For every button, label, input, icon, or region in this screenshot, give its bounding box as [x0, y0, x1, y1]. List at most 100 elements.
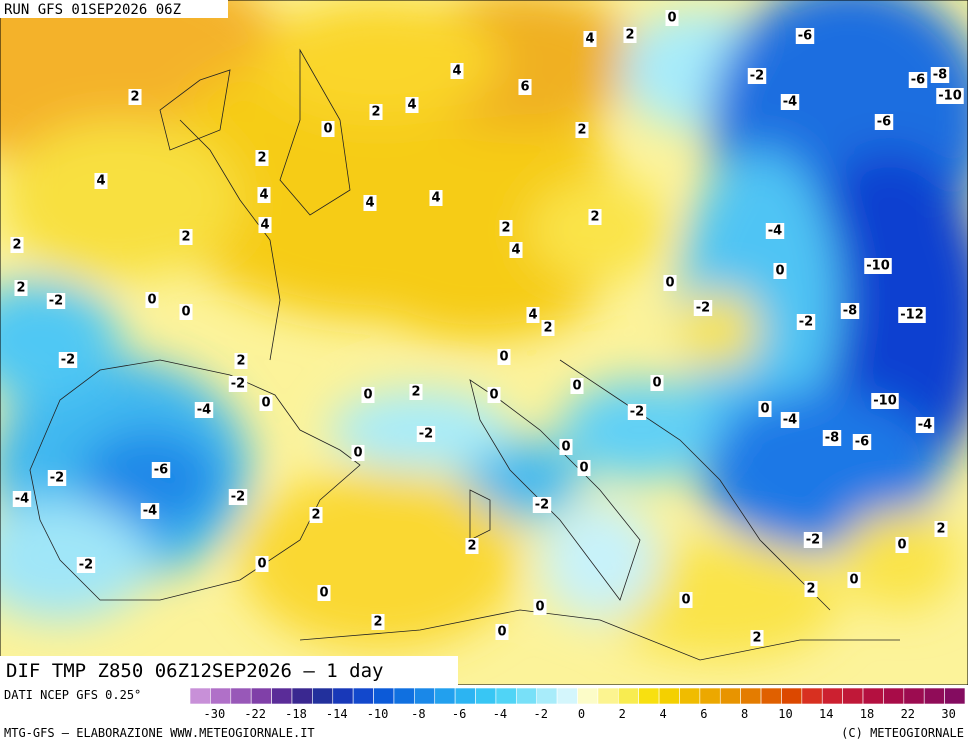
- contour-value: 2: [625, 28, 634, 43]
- colorbar-label: 2: [619, 707, 626, 721]
- color-box: [414, 687, 436, 705]
- contour-label: -2: [796, 314, 816, 330]
- contour-value: 2: [181, 230, 190, 245]
- color-box: [475, 687, 497, 705]
- label-box: [128, 89, 142, 105]
- contour-label: 2: [623, 27, 637, 43]
- label-box: [623, 27, 637, 43]
- contour-value: -2: [419, 427, 433, 442]
- contour-label: 2: [804, 581, 818, 597]
- contour-value: 0: [849, 573, 858, 588]
- label-box: [58, 352, 78, 368]
- contour-value: -4: [143, 504, 157, 519]
- label-box: [627, 404, 647, 420]
- contour-label: 0: [497, 349, 511, 365]
- colorbar-label: -4: [493, 707, 507, 721]
- contour-label: 0: [577, 460, 591, 476]
- contour-value: -12: [900, 308, 924, 323]
- contour-label: 0: [317, 585, 331, 601]
- contour-value: -10: [873, 394, 897, 409]
- label-box: [804, 581, 818, 597]
- label-box: [822, 430, 842, 446]
- label-box: [255, 150, 269, 166]
- color-box: [454, 687, 476, 705]
- colorbar-label: 8: [741, 707, 748, 721]
- contour-value: 6: [520, 80, 529, 95]
- color-box: [577, 687, 599, 705]
- contour-value: 0: [665, 276, 674, 291]
- color-box: [597, 687, 619, 705]
- contour-value: -6: [877, 115, 891, 130]
- contour-label: 2: [255, 150, 269, 166]
- contour-value: -2: [231, 490, 245, 505]
- contour-label: -2: [803, 532, 823, 548]
- contour-value: -2: [79, 558, 93, 573]
- contour-label: -2: [228, 376, 248, 392]
- label-box: [898, 307, 926, 323]
- contour-label: -2: [58, 352, 78, 368]
- label-box: [665, 10, 679, 26]
- contour-value: 2: [577, 123, 586, 138]
- color-box: [658, 687, 680, 705]
- contour-label: -8: [930, 67, 950, 83]
- label-box: [874, 114, 894, 130]
- label-box: [10, 237, 24, 253]
- color-box: [291, 687, 313, 705]
- contour-value: 4: [260, 218, 269, 233]
- source-label: DATI NCEP GFS 0.25°: [4, 688, 141, 702]
- contour-value: 2: [806, 582, 815, 597]
- contour-label: -4: [780, 94, 800, 110]
- color-box: [781, 687, 803, 705]
- contour-value: 4: [431, 191, 440, 206]
- colorbar-label: -22: [244, 707, 266, 721]
- contour-value: 2: [936, 522, 945, 537]
- contour-value: 4: [96, 174, 105, 189]
- contour-value: -6: [798, 29, 812, 44]
- contour-label: -4: [194, 402, 214, 418]
- contour-value: 4: [259, 188, 268, 203]
- contour-value: 4: [407, 98, 416, 113]
- label-box: [228, 489, 248, 505]
- contour-label: -2: [627, 404, 647, 420]
- contour-label: 0: [895, 537, 909, 553]
- contour-value: -4: [783, 95, 797, 110]
- color-box: [760, 687, 782, 705]
- contour-label: 0: [679, 592, 693, 608]
- label-box: [194, 402, 214, 418]
- contour-label: -2: [47, 470, 67, 486]
- color-box: [923, 687, 945, 705]
- color-box: [821, 687, 843, 705]
- contour-value: -8: [843, 304, 857, 319]
- contour-value: 2: [12, 238, 21, 253]
- label-box: [795, 28, 815, 44]
- label-box: [351, 445, 365, 461]
- label-box: [796, 314, 816, 330]
- contour-label: 0: [650, 375, 664, 391]
- label-box: [908, 72, 928, 88]
- contour-value: -2: [535, 498, 549, 513]
- contour-label: 2: [371, 614, 385, 630]
- contour-value: 0: [667, 11, 676, 26]
- contour-label: -4: [765, 223, 785, 239]
- contour-label: 0: [773, 263, 787, 279]
- contour-label: 0: [179, 304, 193, 320]
- color-box: [719, 687, 741, 705]
- contour-value: 0: [147, 293, 156, 308]
- contour-label: 2: [750, 630, 764, 646]
- contour-label: -4: [780, 412, 800, 428]
- contour-label: 4: [405, 97, 419, 113]
- contour-value: -10: [866, 259, 890, 274]
- contour-value: 4: [511, 243, 520, 258]
- contour-label: 0: [847, 572, 861, 588]
- contour-label: -2: [416, 426, 436, 442]
- contour-value: -8: [825, 431, 839, 446]
- color-box: [230, 687, 252, 705]
- contour-value: 0: [535, 600, 544, 615]
- contour-value: 0: [897, 538, 906, 553]
- contour-label: 0: [351, 445, 365, 461]
- label-box: [780, 412, 800, 428]
- color-box: [638, 687, 660, 705]
- contour-label: 4: [450, 63, 464, 79]
- contour-label: 4: [583, 31, 597, 47]
